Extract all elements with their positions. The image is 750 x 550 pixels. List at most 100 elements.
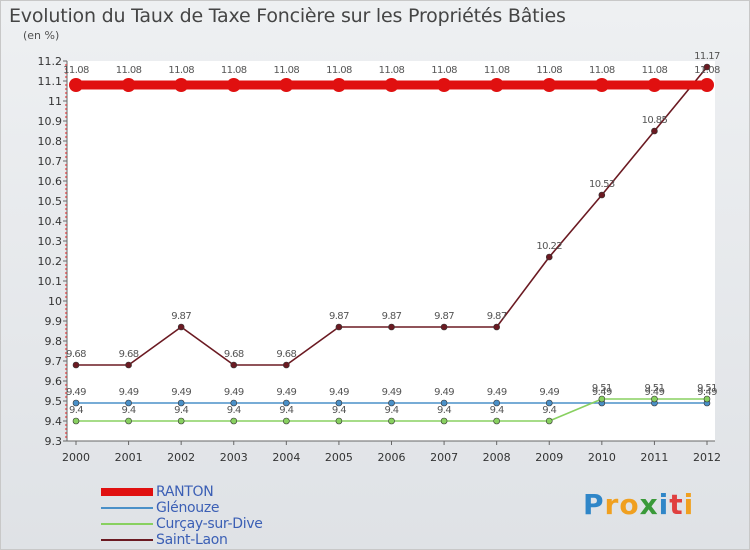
plot-area xyxy=(67,61,715,441)
logo-letter: o xyxy=(619,488,640,521)
point-saint-laon-1 xyxy=(125,361,132,369)
data-label-saint-laon-1: 9.68 xyxy=(119,349,139,360)
point-glenouze-0 xyxy=(72,399,80,407)
data-label-saint-laon-2: 9.87 xyxy=(171,311,191,322)
point-curcay-5 xyxy=(335,417,343,425)
data-label-curcay-6: 9.4 xyxy=(384,405,398,416)
y-tick-label-0: 9.3 xyxy=(45,435,63,448)
point-saint-laon-0 xyxy=(72,361,80,369)
y-tick-label-19: 11.2 xyxy=(38,55,63,68)
y-tick-label-2: 9.5 xyxy=(45,395,63,408)
logo-letter: P xyxy=(583,488,605,521)
data-label-ranton-12: 11.08 xyxy=(694,65,720,76)
point-saint-laon-11 xyxy=(651,127,658,135)
data-label-ranton-10: 11.08 xyxy=(589,65,615,76)
data-label-saint-laon-0: 9.68 xyxy=(66,349,86,360)
point-curcay-2 xyxy=(177,417,185,425)
data-label-glenouze-7: 9.49 xyxy=(434,387,454,398)
y-tick-label-5: 9.8 xyxy=(45,335,63,348)
point-ranton-0 xyxy=(69,78,83,92)
data-label-glenouze-4: 9.49 xyxy=(276,387,296,398)
data-label-saint-laon-4: 9.68 xyxy=(276,349,296,360)
x-tick-label-0: 2000 xyxy=(62,451,90,464)
point-curcay-12 xyxy=(703,395,711,403)
x-tick-label-3: 2003 xyxy=(220,451,248,464)
x-tick-label-5: 2005 xyxy=(325,451,353,464)
y-tick-label-1: 9.4 xyxy=(45,415,63,428)
data-label-glenouze-0: 9.49 xyxy=(66,387,86,398)
legend-label-curcay: Curçay-sur-Dive xyxy=(156,516,263,532)
data-label-curcay-7: 9.4 xyxy=(437,405,451,416)
y-tick-label-7: 10 xyxy=(48,295,62,308)
data-label-glenouze-11: 9.49 xyxy=(644,387,664,398)
y-tick-label-15: 10.8 xyxy=(38,135,63,148)
data-label-glenouze-5: 9.49 xyxy=(329,387,349,398)
x-tick-label-8: 2008 xyxy=(483,451,511,464)
point-ranton-7 xyxy=(437,78,452,92)
point-ranton-6 xyxy=(384,78,399,92)
point-glenouze-1 xyxy=(125,399,132,407)
point-curcay-6 xyxy=(388,417,395,425)
data-label-saint-laon-8: 9.87 xyxy=(487,311,507,322)
point-ranton-9 xyxy=(542,78,557,92)
point-ranton-2 xyxy=(174,78,189,92)
point-glenouze-6 xyxy=(388,399,395,407)
point-ranton-5 xyxy=(331,78,346,92)
proxiti-logo: Proxiti xyxy=(583,488,694,521)
point-saint-laon-2 xyxy=(177,323,185,331)
x-tick-label-2: 2002 xyxy=(167,451,195,464)
data-label-saint-laon-3: 9.68 xyxy=(224,349,244,360)
point-ranton-1 xyxy=(121,78,136,92)
point-glenouze-5 xyxy=(335,399,343,407)
data-label-curcay-1: 9.4 xyxy=(122,405,136,416)
logo-letter: r xyxy=(604,488,620,521)
point-ranton-3 xyxy=(226,78,241,92)
point-saint-laon-12 xyxy=(703,63,711,71)
point-curcay-0 xyxy=(72,417,80,425)
data-label-curcay-5: 9.4 xyxy=(332,405,346,416)
point-ranton-4 xyxy=(279,78,294,92)
point-glenouze-9 xyxy=(545,399,553,407)
data-label-ranton-7: 11.08 xyxy=(431,65,457,76)
y-tick-label-10: 10.3 xyxy=(38,235,63,248)
point-saint-laon-7 xyxy=(440,323,448,331)
data-label-saint-laon-5: 9.87 xyxy=(329,311,349,322)
data-label-ranton-4: 11.08 xyxy=(274,65,300,76)
legend-swatch-saint-laon xyxy=(101,539,153,541)
point-saint-laon-6 xyxy=(388,323,395,331)
legend-label-saint-laon: Saint-Laon xyxy=(156,532,228,548)
point-ranton-8 xyxy=(489,78,504,92)
data-label-glenouze-8: 9.49 xyxy=(487,387,507,398)
y-tick-label-18: 11.1 xyxy=(38,75,63,88)
data-label-glenouze-10: 9.49 xyxy=(592,387,612,398)
point-curcay-4 xyxy=(283,417,290,425)
data-label-glenouze-9: 9.49 xyxy=(539,387,559,398)
data-label-ranton-0: 11.08 xyxy=(63,65,89,76)
data-label-saint-laon-9: 10.22 xyxy=(536,241,562,252)
data-label-curcay-10: 9.51 xyxy=(592,383,612,394)
data-label-ranton-3: 11.08 xyxy=(221,65,247,76)
x-tick-label-9: 2009 xyxy=(535,451,563,464)
y-tick-label-8: 10.1 xyxy=(38,275,63,288)
legend-swatch-ranton xyxy=(101,488,153,496)
data-label-glenouze-6: 9.49 xyxy=(382,387,402,398)
y-tick-label-12: 10.5 xyxy=(38,195,63,208)
point-glenouze-7 xyxy=(440,399,448,407)
data-label-ranton-6: 11.08 xyxy=(379,65,405,76)
legend-swatch-curcay xyxy=(101,523,153,525)
point-glenouze-3 xyxy=(230,399,238,407)
point-ranton-10 xyxy=(594,78,609,92)
logo-letter: i xyxy=(683,488,695,521)
point-curcay-8 xyxy=(493,417,500,425)
point-saint-laon-3 xyxy=(230,361,238,369)
data-label-glenouze-2: 9.49 xyxy=(171,387,191,398)
point-saint-laon-8 xyxy=(493,323,500,331)
point-curcay-3 xyxy=(230,417,238,425)
data-label-ranton-2: 11.08 xyxy=(168,65,194,76)
data-label-saint-laon-6: 9.87 xyxy=(382,311,402,322)
data-label-curcay-3: 9.4 xyxy=(227,405,241,416)
y-tick-label-4: 9.7 xyxy=(45,355,63,368)
x-tick-label-12: 2012 xyxy=(693,451,721,464)
data-label-saint-laon-12: 11.17 xyxy=(694,51,720,62)
